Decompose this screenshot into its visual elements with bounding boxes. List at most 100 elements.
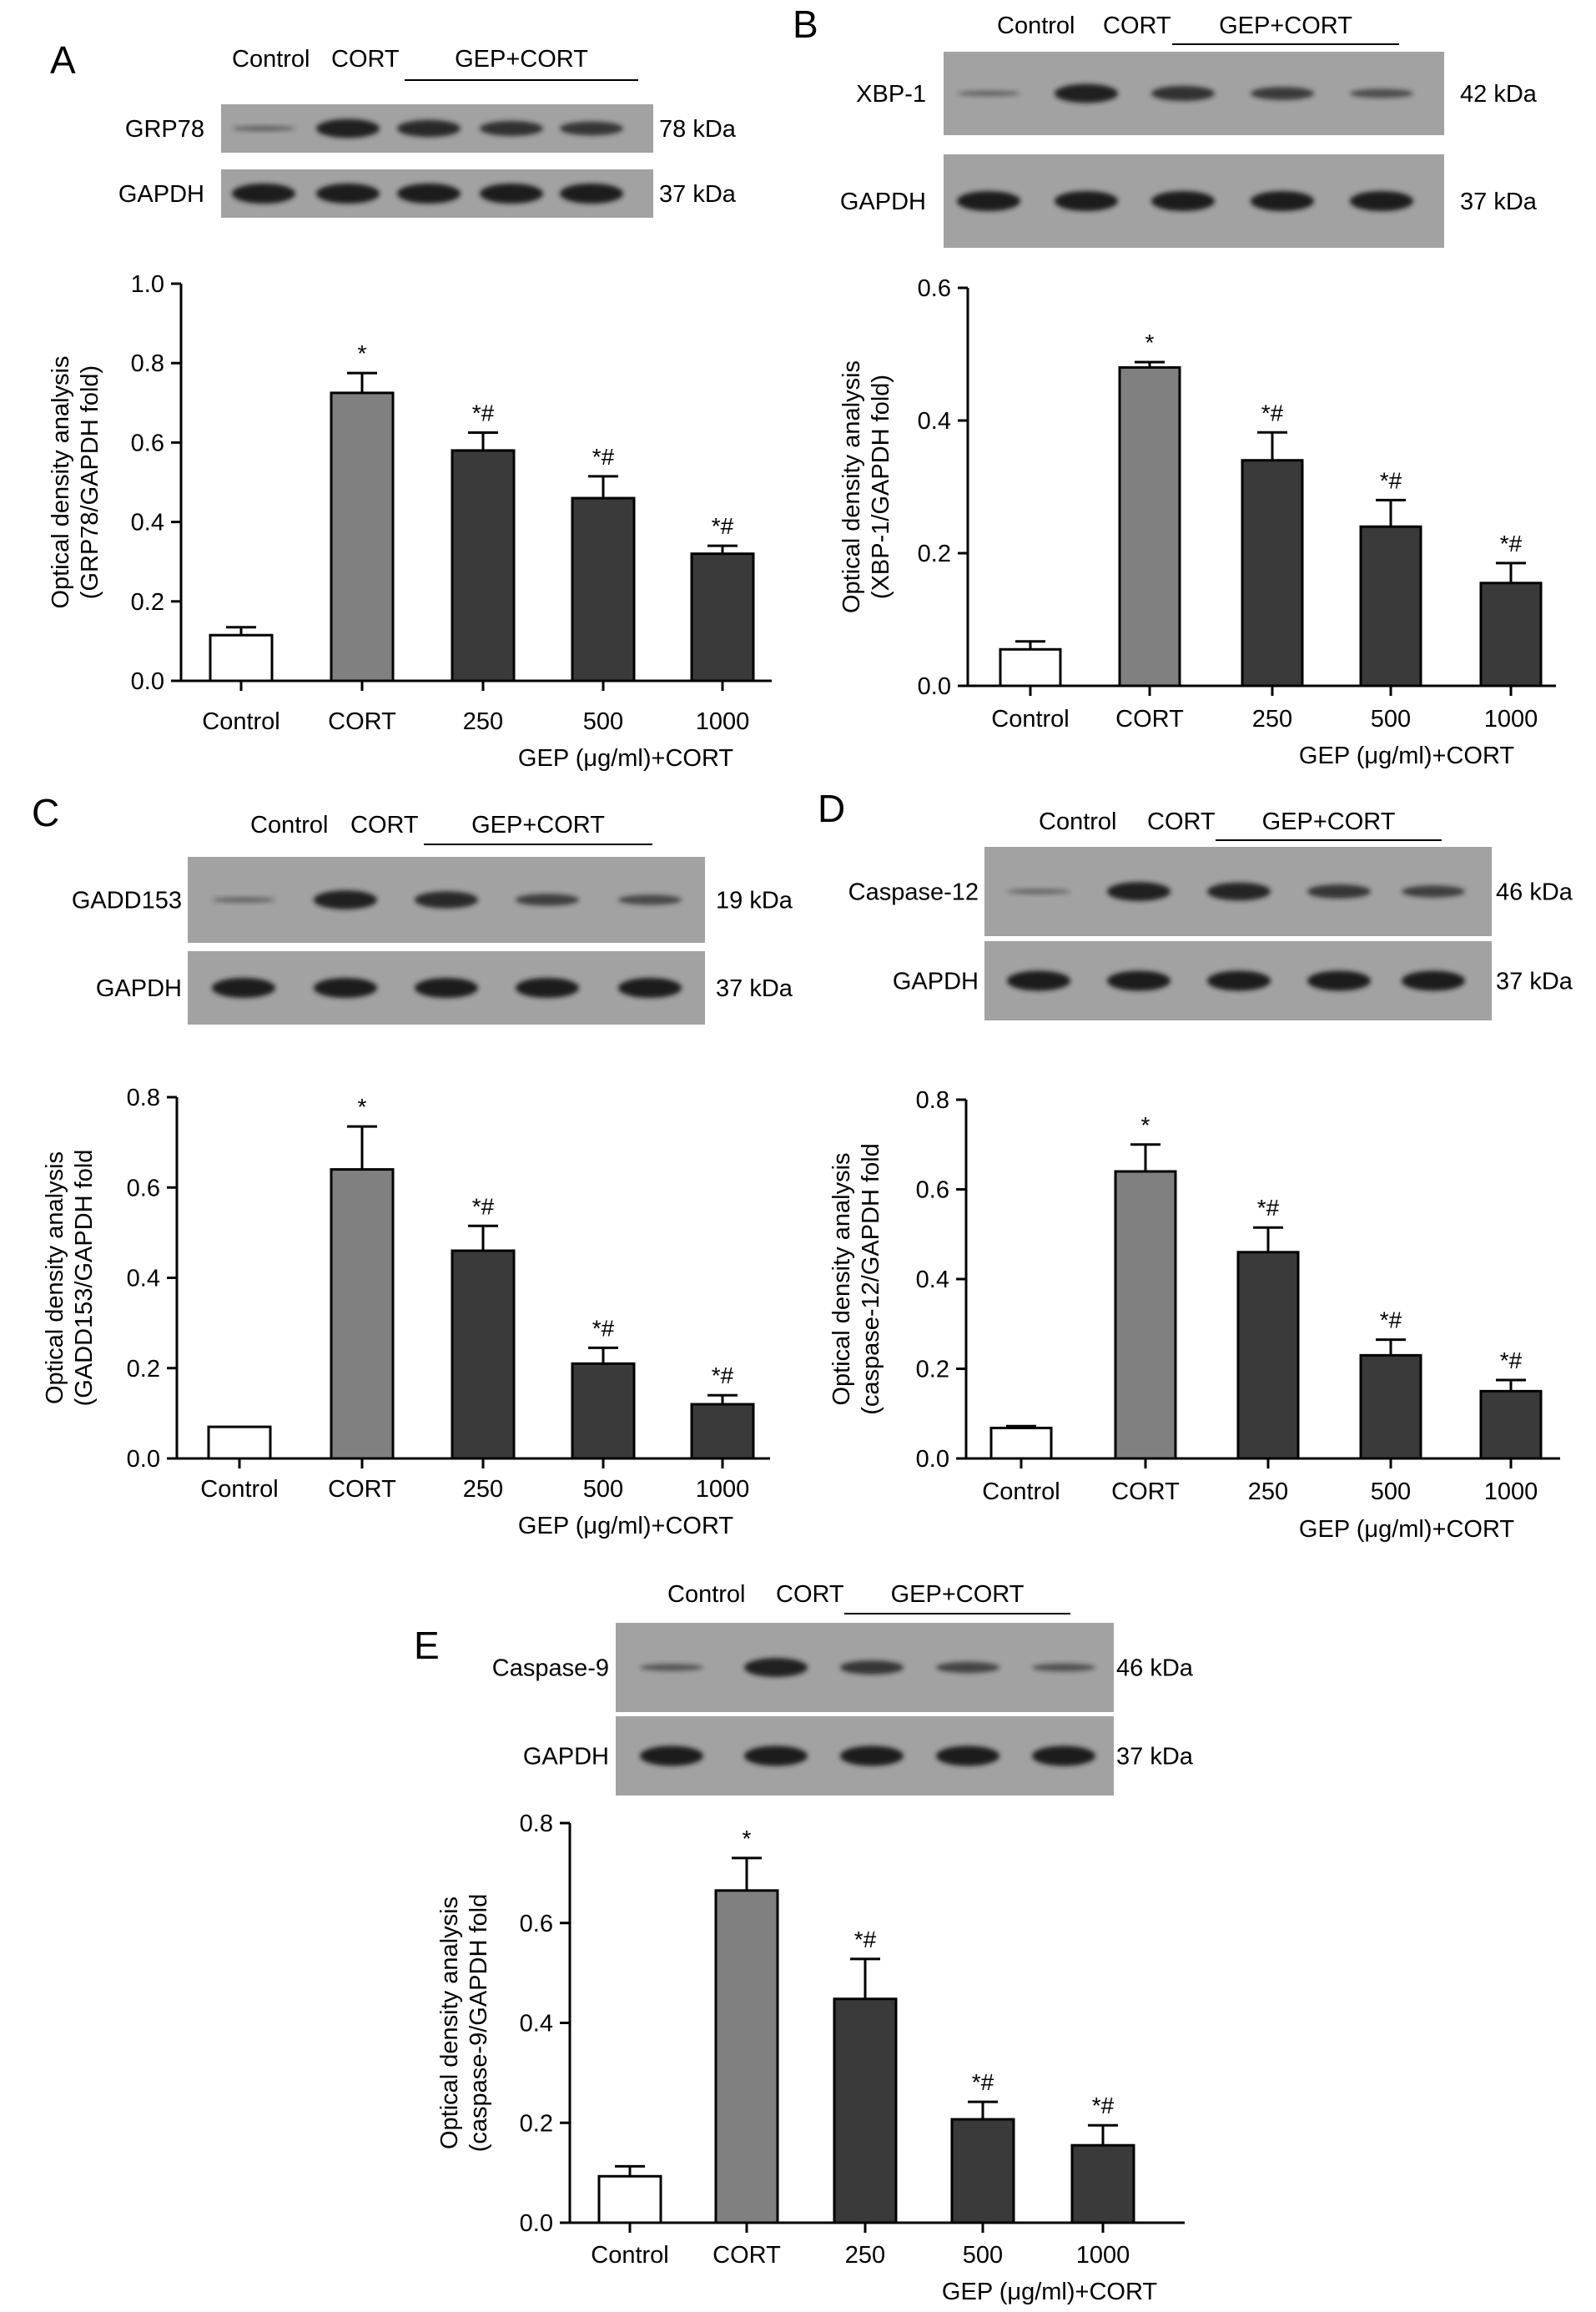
blot-band [640,1745,703,1766]
significance-label: *# [1380,467,1402,493]
significance-label: * [743,1826,752,1851]
x-tick-label: 250 [845,2242,885,2269]
blot-kda-label: 37 kDa [1116,1744,1194,1771]
blot-protein-label: Caspase-9 [492,1655,609,1682]
blot-band [1207,882,1271,901]
blot-band [618,978,682,998]
blot-row-xbp-1: XBP-1 42 kDa [856,52,1538,135]
bar [1359,525,1422,688]
x-tick-label: 250 [463,1476,503,1503]
blot-band [516,978,579,998]
blot-group-label-control: Control [1039,808,1117,835]
bar-group: *# 1000 [690,513,755,735]
bar [1479,1389,1543,1460]
blot-protein-label: GAPDH [840,189,926,215]
y-tick-label: 0.6 [127,1175,160,1201]
significance-label: *# [1257,1195,1280,1221]
significance-label: *# [1380,1307,1402,1333]
blot-kda-label: 46 kDa [1116,1655,1194,1682]
y-tick-label: 0.2 [918,541,951,567]
blot-band [1055,83,1118,103]
blot-row-gapdh: GAPDH 37 kDa [523,1716,1194,1796]
bar-group: *# 250 [451,1193,516,1503]
western-blot: Control CORT GEP+CORT GADD153 19 kDa GAPDH 37 … [72,812,793,1025]
blot-row-gapdh: GAPDH 37 kDa [118,169,737,218]
blot-group-label-gep-cort: GEP+CORT [1219,13,1352,39]
blot-kda-label: 37 kDa [659,181,737,208]
x-tick-label: CORT [328,1476,396,1503]
blot-kda-label: 37 kDa [1496,969,1573,995]
x-tick-label: 500 [1371,706,1411,733]
x-tick-label: 1000 [1076,2242,1130,2269]
blot-group-label-gep-cort: GEP+CORT [1262,808,1396,835]
bar [690,552,755,683]
x-tick-label: 250 [1252,706,1292,733]
y-tick-label: 0.6 [916,1177,949,1204]
y-tick-label: 0.4 [520,2011,553,2037]
x-tick-label: 500 [583,1476,623,1503]
blot-row-gapdh: GAPDH 37 kDa [893,941,1573,1020]
bar-group: * CORT [1115,330,1184,733]
x-axis-label: GEP (μg/ml)+CORT [942,2279,1157,2305]
blot-band [618,894,682,905]
blot-kda-label: 42 kDa [1460,81,1538,108]
bar-group: * CORT [1111,1112,1180,1505]
western-blot: Control CORT GEP+CORT XBP-1 42 kDa GAPDH 37 kD… [840,13,1538,248]
blot-band [1350,191,1413,211]
bar [597,2174,662,2224]
blot-protein-label: GADD153 [72,888,182,914]
x-tick-label: Control [982,1478,1060,1505]
x-tick-label: 1000 [696,708,750,735]
blot-group-label-gep-cort: GEP+CORT [455,46,588,73]
bar-chart: 0.0 0.2 0.4 0.6 0.8 Optical density analysis(… [828,1087,1560,1543]
blot-band [1107,882,1171,901]
bar-group: * CORT [328,340,396,735]
panel-letter: C [32,791,59,834]
blot-protein-label: GAPDH [523,1744,609,1771]
bar [989,1426,1053,1460]
x-axis-label: GEP (μg/ml)+CORT [518,1513,733,1539]
blot-group-label-control: Control [667,1581,746,1608]
blot-kda-label: 37 kDa [716,975,793,1002]
blot-kda-label: 78 kDa [659,116,737,143]
panel-letter: A [50,38,76,82]
significance-label: *# [712,513,734,539]
y-axis-label-line2: (XBP-1/GAPDH fold) [868,375,894,599]
y-tick-label: 0.2 [127,1356,160,1383]
blot-protein-label: GRP78 [125,116,204,143]
y-tick-label: 0.4 [131,510,164,536]
x-tick-label: 500 [963,2242,1003,2269]
blot-band [840,1660,904,1675]
bar-group: *# 500 [1359,1307,1422,1505]
panel-letter: B [793,3,818,46]
bar-group: *# 1000 [690,1363,755,1503]
blot-band [314,890,377,909]
y-tick-label: 0.4 [127,1266,160,1292]
blot-group-label-control: Control [232,46,310,73]
y-tick-label: 0.8 [520,1811,553,1837]
y-axis-label-line1: Optical density analysis [436,1896,463,2149]
y-tick-label: 0.8 [127,1085,160,1111]
bar-chart: 0.0 0.2 0.4 0.6 0.8 Optical density analysis(… [42,1085,770,1539]
blot-row-caspase-12: Caspase-12 46 kDa [848,847,1573,936]
bar [1241,459,1304,688]
blot-kda-label: 37 kDa [1460,189,1538,215]
bar-group: *# 500 [571,1315,636,1503]
blot-row-gapdh: GAPDH 37 kDa [96,951,793,1025]
blot-protein-label: GAPDH [118,181,204,208]
blot-group-label-control: Control [250,812,329,839]
blot-band [1402,885,1465,898]
blot-band [1307,884,1371,899]
bar-group: *# 1000 [1479,531,1543,733]
x-tick-label: 1000 [1484,1478,1538,1505]
panel-letter: E [414,1624,440,1667]
bar [571,496,636,683]
y-tick-label: 0.4 [916,1267,949,1293]
blot-protein-label: XBP-1 [856,81,926,108]
significance-label: *# [1261,400,1284,426]
significance-label: *# [592,444,615,470]
bar [1236,1251,1300,1460]
y-tick-label: 0.2 [520,2110,553,2137]
bar [1359,1353,1422,1460]
panel-c: C Control CORT GEP+CORT GADD153 19 kDa GAPDH 37… [32,791,793,1539]
